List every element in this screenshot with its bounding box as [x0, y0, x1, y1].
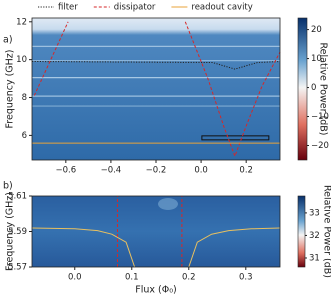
- y-tick-label: 6: [22, 131, 27, 141]
- x-tick-label: 0.0: [68, 273, 82, 283]
- heatmap: [32, 18, 280, 160]
- x-tick-label: 0.3: [239, 273, 253, 283]
- x-tick-label: 0.2: [239, 166, 253, 176]
- legend-label: dissipator: [114, 3, 156, 13]
- colorbar: [297, 195, 306, 268]
- y-tick-label: 5.59: [8, 227, 27, 237]
- y-axis-label: Frequency (GHz): [5, 192, 16, 271]
- y-tick-label: 10: [16, 55, 27, 65]
- heatmap: [32, 196, 280, 267]
- colorbar-label: Relative Power (dB): [318, 42, 329, 135]
- y-tick-label: 5.61: [8, 192, 27, 202]
- series-line: [117, 196, 183, 267]
- colorbar-label: Relative Power (dB): [322, 185, 331, 278]
- x-tick-label: 0.1: [125, 273, 139, 283]
- y-tick-label: 8: [22, 93, 27, 103]
- legend-label: filter: [58, 3, 78, 13]
- colorbar: [297, 17, 308, 161]
- x-tick-label: 0.2: [182, 273, 196, 283]
- colorbar-tick-label: −20: [311, 141, 329, 151]
- colorbar-tick-label: 32: [309, 231, 320, 241]
- x-tick-label: −0.4: [101, 166, 122, 176]
- colorbar-tick-label: 31: [309, 253, 320, 263]
- heatmap-spot: [158, 198, 178, 210]
- colorbar-tick-label: 0: [311, 83, 316, 93]
- x-tick-label: 0.0: [194, 166, 208, 176]
- series-line: [31, 227, 281, 268]
- x-tick-label: −0.6: [55, 166, 76, 176]
- x-tick-label: −0.2: [146, 166, 167, 176]
- colorbar-tick-label: 33: [309, 208, 320, 218]
- zoom-box: [201, 135, 270, 141]
- x-axis-label: Flux (Φ₀): [135, 285, 176, 296]
- colorbar-tick-label: −10: [311, 112, 329, 122]
- legend-label: readout cavity: [191, 3, 252, 13]
- y-axis-label: Frequency (GHz): [5, 49, 16, 128]
- panel-label: a): [3, 35, 13, 46]
- y-tick-label: 12: [16, 17, 27, 27]
- colorbar-tick-label: 10: [311, 54, 322, 64]
- panel-label: b): [3, 181, 13, 192]
- colorbar-tick-label: 20: [311, 25, 322, 35]
- series-line: [33, 21, 281, 158]
- series-line: [31, 61, 281, 70]
- y-tick-label: 5.57: [8, 263, 27, 273]
